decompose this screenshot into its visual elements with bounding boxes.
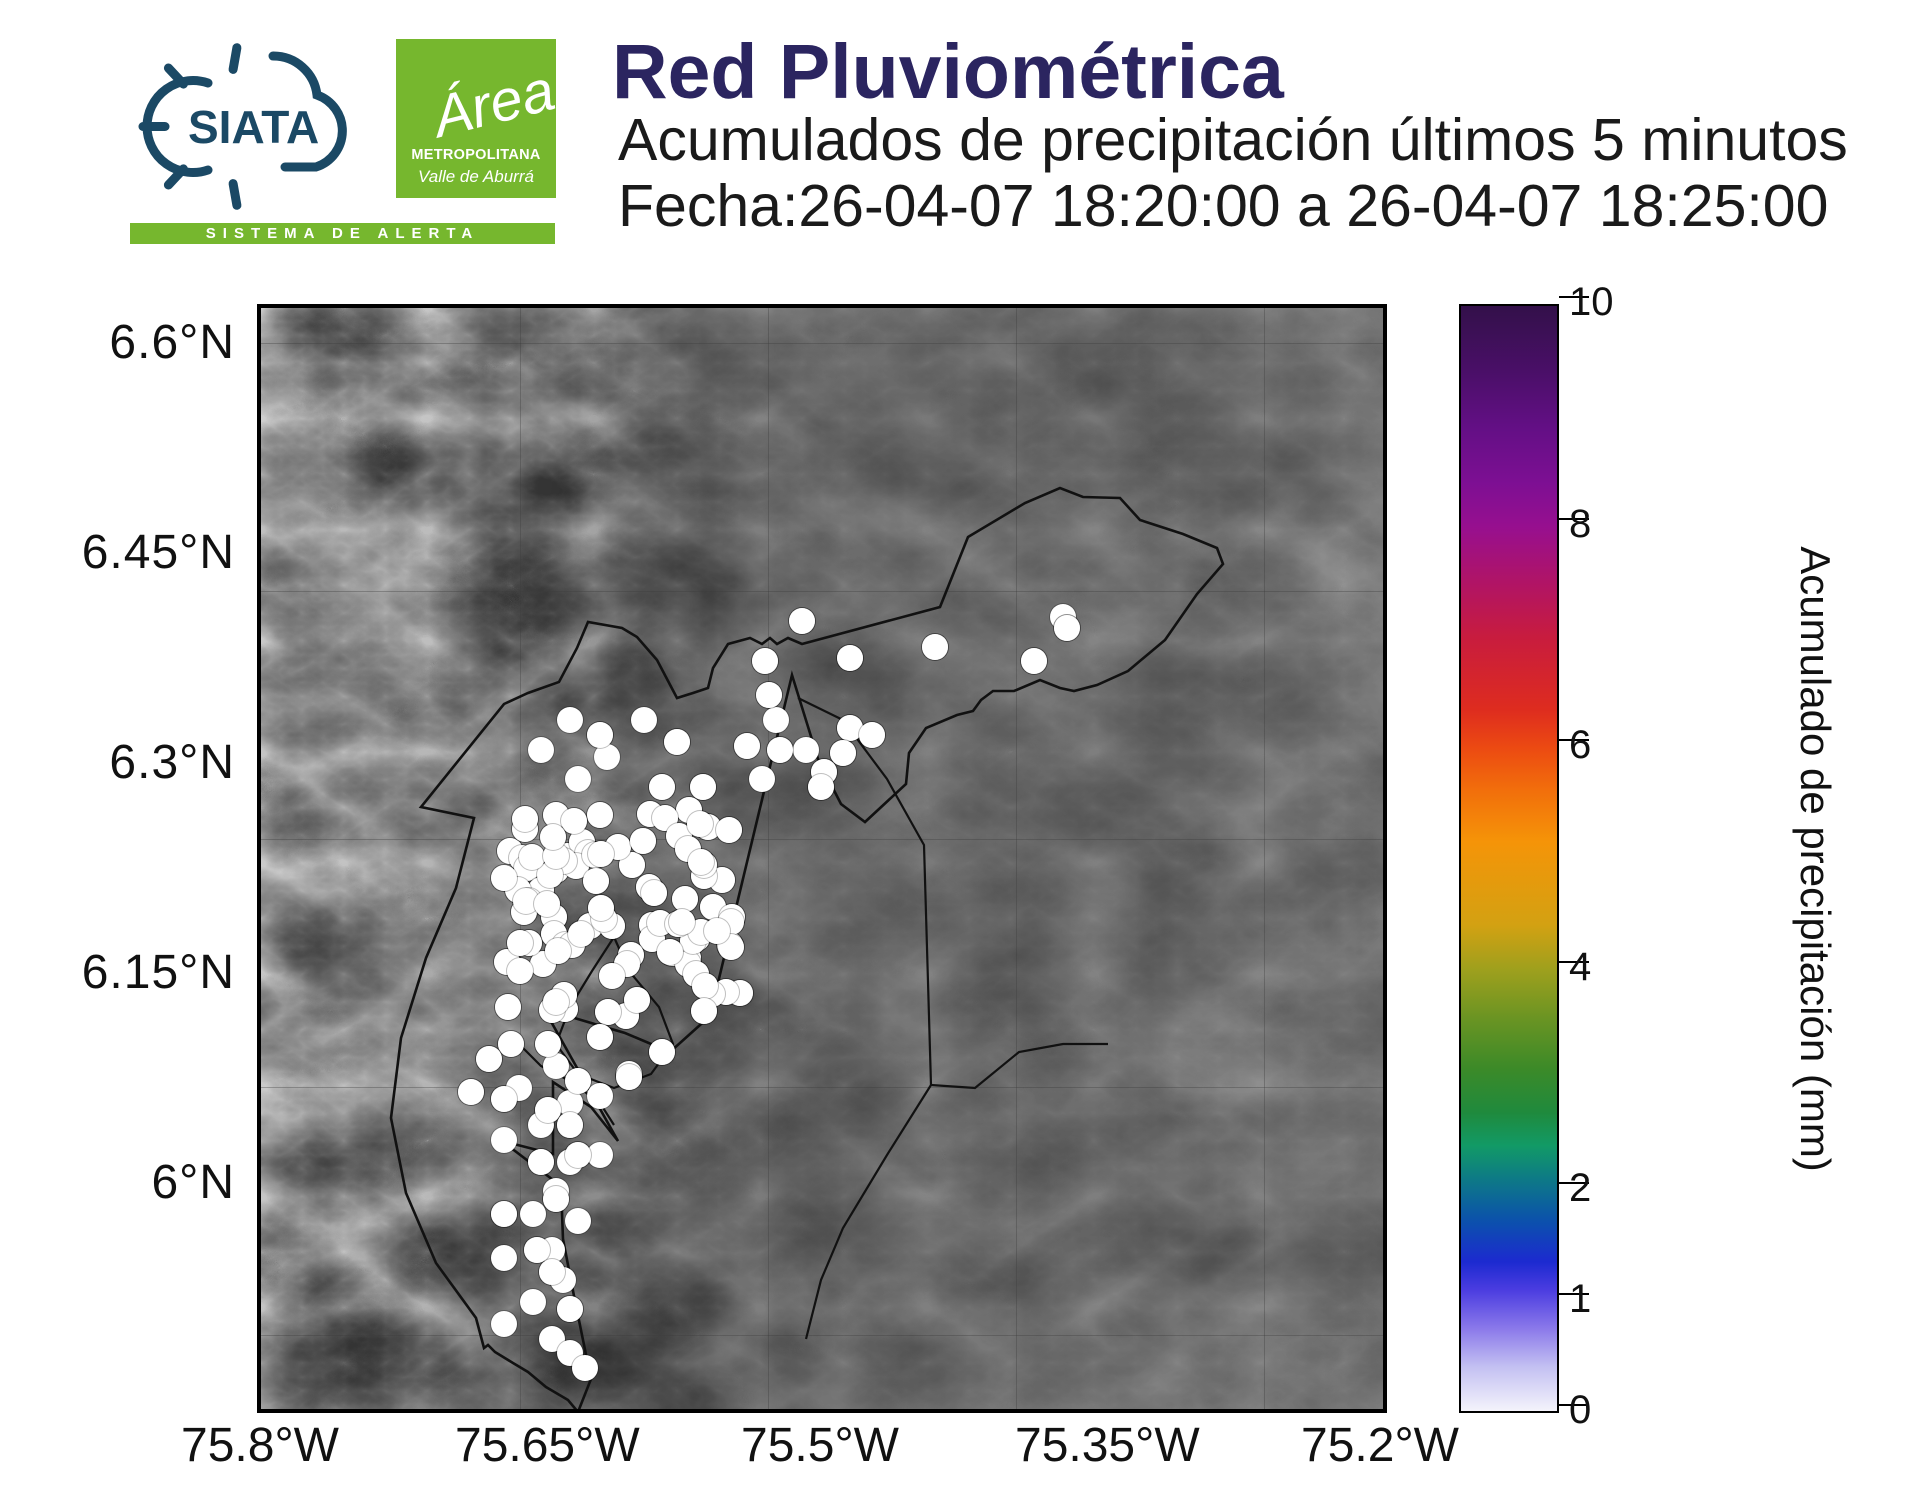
svg-text:SIATA: SIATA <box>188 101 319 153</box>
svg-text:Área: Área <box>423 57 556 147</box>
